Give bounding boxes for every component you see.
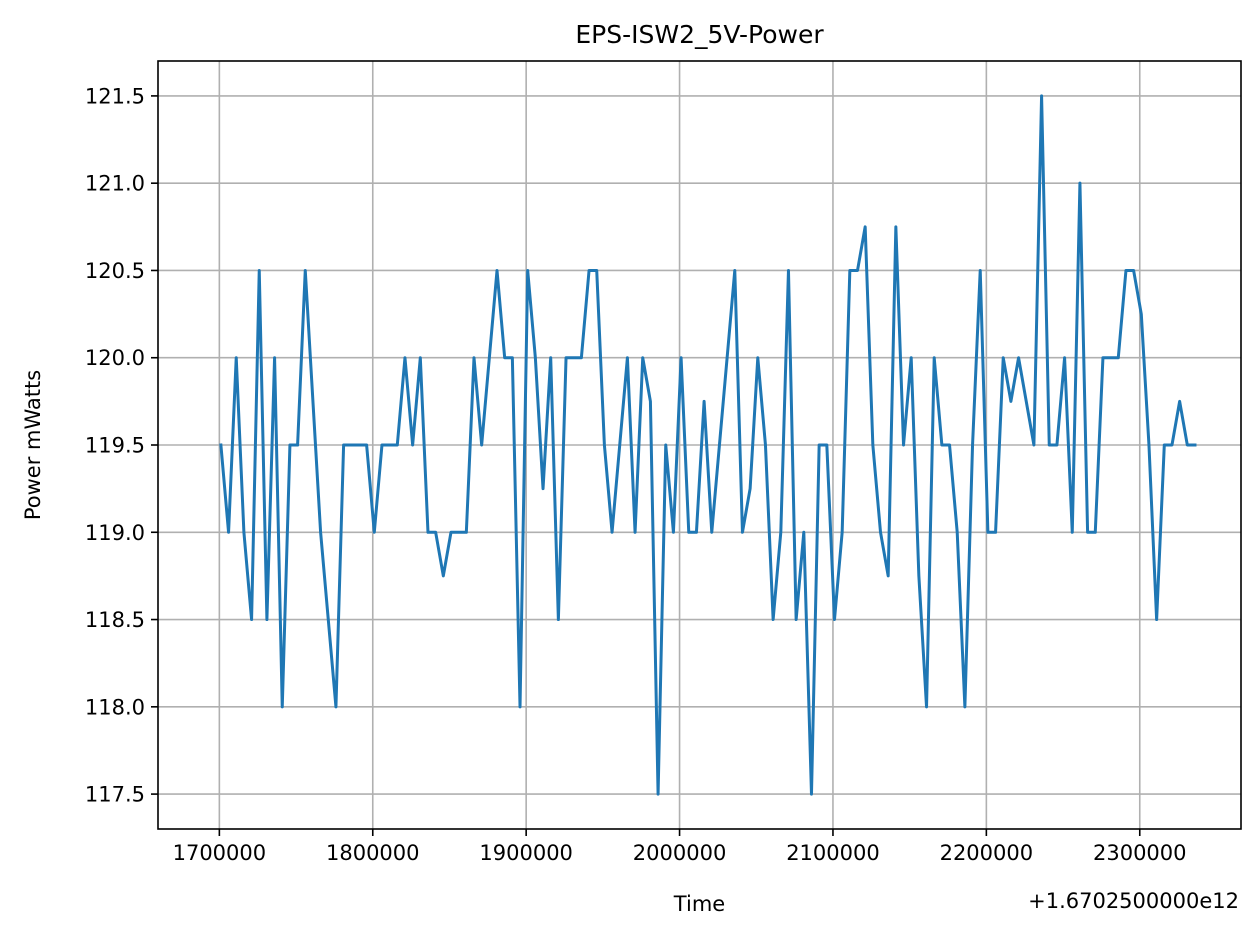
y-tick-label: 117.5 (85, 783, 145, 807)
x-tick-label: 1800000 (326, 841, 420, 865)
x-tick-label: 1900000 (479, 841, 573, 865)
y-tick-label: 118.0 (85, 695, 145, 719)
series-line (219, 94, 1197, 796)
x-tick-label: 2200000 (940, 841, 1034, 865)
x-tick-label: 1700000 (173, 841, 267, 865)
y-tick-label: 121.0 (85, 172, 145, 196)
y-axis-label: Power mWatts (21, 370, 45, 520)
x-tick-label: 2100000 (786, 841, 880, 865)
x-axis-label: Time (673, 892, 725, 916)
y-tick-label: 119.0 (85, 521, 145, 545)
y-tick-label: 120.5 (85, 259, 145, 283)
y-axis-ticks: 117.5 118.0 118.5 119.0 119.5 120.0 120.5 121.0… (85, 84, 158, 807)
y-tick-label: 121.5 (85, 84, 145, 108)
x-axis-ticks: 1700000 1800000 1900000 2000000 2100000 22000… (173, 829, 1187, 865)
x-tick-label: 2300000 (1093, 841, 1187, 865)
y-tick-label: 120.0 (85, 346, 145, 370)
grid (158, 61, 1241, 829)
x-tick-label: 2000000 (633, 841, 727, 865)
chart-title: EPS-ISW2_5V-Power (575, 20, 824, 49)
series-layer (219, 94, 1197, 796)
y-tick-label: 119.5 (85, 434, 145, 458)
x-axis-offset-label: +1.6702500000e12 (1028, 889, 1239, 913)
y-tick-label: 118.5 (85, 608, 145, 632)
